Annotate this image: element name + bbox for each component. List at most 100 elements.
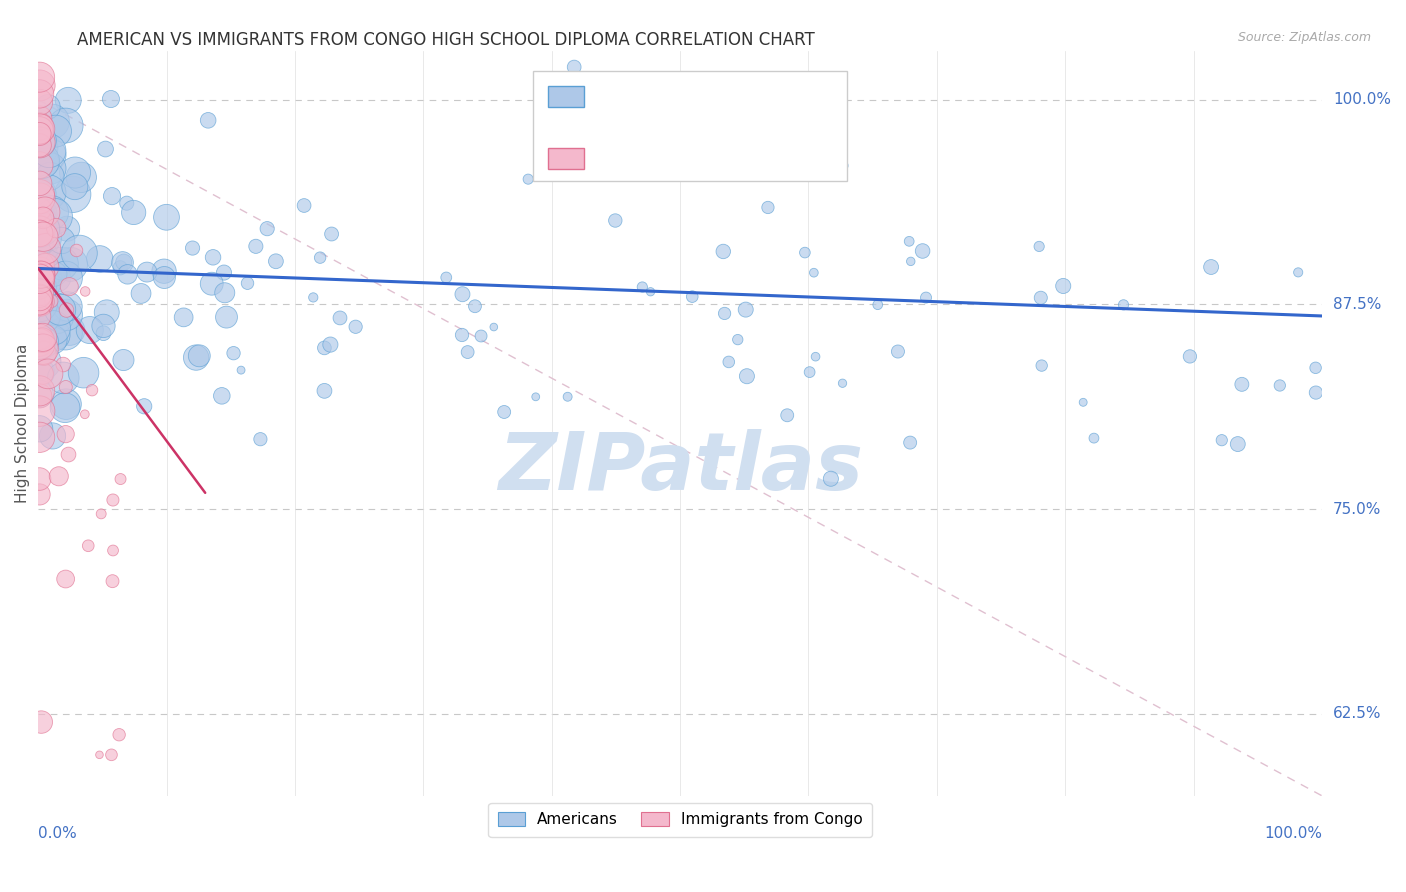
Point [53, 401, 76, 415]
Point [28, 120, 51, 134]
Point [831, 159, 853, 173]
Point [28, 326, 51, 341]
Point [42, 328, 65, 343]
Point [28, 404, 51, 418]
Point [28, 222, 51, 236]
Point [101, 574, 124, 589]
Point [49, 302, 72, 317]
Point [28, 295, 51, 310]
Point [451, 328, 474, 343]
Point [51, 256, 73, 270]
Point [28, 95, 51, 110]
FancyBboxPatch shape [533, 70, 846, 181]
Point [63, 179, 86, 194]
Point [28, 310, 51, 324]
Point [39, 169, 62, 184]
Point [44, 267, 66, 281]
Point [45, 310, 67, 324]
Text: R =: R = [599, 150, 638, 168]
Text: -0.098: -0.098 [648, 87, 713, 105]
Point [32, 229, 55, 244]
Point [108, 728, 131, 742]
Point [38, 144, 60, 158]
Point [108, 260, 131, 275]
Point [517, 172, 540, 186]
Text: 87.5%: 87.5% [1333, 297, 1381, 312]
Point [756, 201, 779, 215]
Point [1052, 279, 1074, 293]
Point [640, 285, 662, 299]
Point [28, 208, 51, 222]
Text: 100.0%: 100.0% [1264, 826, 1322, 841]
Point [28, 268, 51, 283]
Point [28, 294, 51, 309]
Legend: Americans, Immigrants from Congo: Americans, Immigrants from Congo [488, 803, 872, 837]
Point [55, 119, 77, 133]
Point [28, 123, 51, 137]
Point [28, 202, 51, 216]
Point [28, 292, 51, 306]
Point [31, 154, 53, 169]
Point [30, 715, 52, 730]
Point [735, 369, 758, 384]
Point [55, 427, 77, 442]
Point [727, 333, 749, 347]
Point [321, 227, 343, 241]
Point [28, 186, 51, 201]
Point [31, 333, 53, 347]
Point [319, 337, 342, 351]
Point [434, 270, 457, 285]
Point [249, 432, 271, 446]
Point [89, 252, 111, 266]
Point [28, 224, 51, 238]
Point [28, 330, 51, 344]
Point [562, 60, 585, 74]
Point [1268, 378, 1291, 392]
Point [53, 326, 76, 340]
Point [28, 215, 51, 229]
Point [464, 299, 486, 313]
Y-axis label: High School Diploma: High School Diploma [15, 343, 30, 503]
Point [28, 141, 51, 155]
Point [831, 376, 853, 391]
Point [32, 247, 55, 261]
Point [39, 161, 62, 176]
Point [58, 279, 80, 293]
Point [28, 487, 51, 501]
Point [31, 309, 53, 323]
Point [1305, 360, 1327, 375]
Bar [548, 148, 583, 169]
Text: ZIPatlas: ZIPatlas [498, 429, 863, 507]
Point [28, 472, 51, 486]
Point [717, 355, 740, 369]
Point [28, 337, 51, 351]
Point [28, 87, 51, 101]
Point [67, 246, 90, 260]
Point [915, 291, 938, 305]
Point [28, 291, 51, 305]
Point [73, 407, 96, 421]
Point [34, 205, 56, 219]
Point [37, 100, 59, 114]
Point [28, 285, 51, 299]
Point [34, 242, 56, 256]
Point [470, 329, 492, 343]
Point [41, 205, 63, 219]
Point [734, 302, 756, 317]
Point [51, 234, 73, 248]
Point [45, 221, 67, 235]
Point [524, 390, 547, 404]
Text: N =: N = [727, 87, 779, 105]
Point [41, 333, 63, 347]
Point [1211, 433, 1233, 447]
Text: 80: 80 [789, 150, 821, 168]
Point [302, 290, 325, 304]
Point [32, 236, 55, 251]
Point [887, 344, 910, 359]
Point [28, 422, 51, 436]
Point [605, 213, 627, 227]
Point [1178, 350, 1201, 364]
Point [184, 351, 207, 365]
Point [37, 186, 59, 200]
Point [804, 350, 827, 364]
